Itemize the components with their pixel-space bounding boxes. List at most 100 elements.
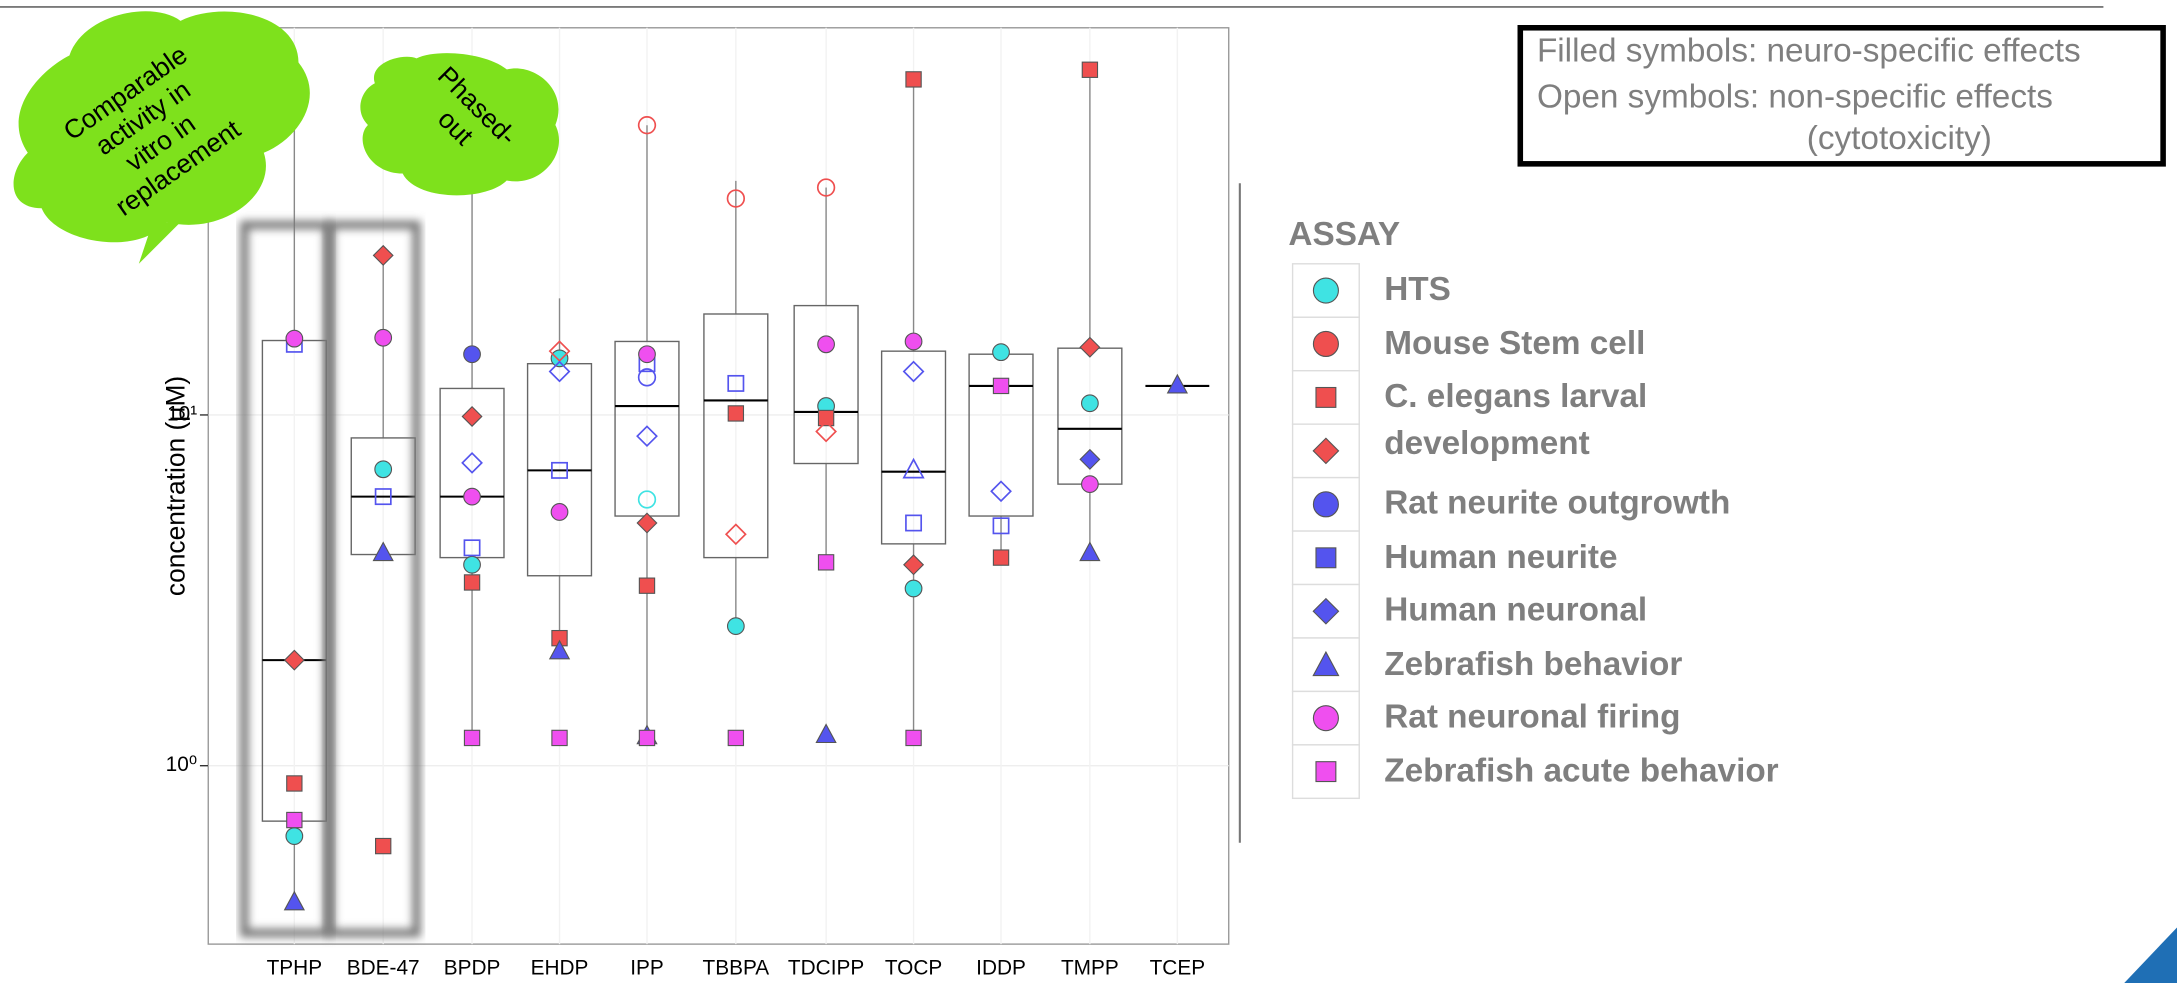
- data-point: [816, 178, 836, 197]
- data-point: [992, 549, 1010, 566]
- data-point: [463, 487, 481, 506]
- x-tick-label: TCEP: [1150, 957, 1206, 980]
- legend-symbol: [1312, 437, 1340, 465]
- data-point: [904, 332, 923, 351]
- data-point: [550, 349, 569, 368]
- data-point: [817, 554, 835, 571]
- data-point: [548, 639, 571, 660]
- data-point: [283, 890, 305, 911]
- y-axis-label: concentration (μM): [161, 376, 191, 596]
- data-point: [815, 420, 837, 443]
- data-point: [286, 775, 303, 792]
- legend-entry: C. elegans larval development: [1384, 377, 1648, 463]
- data-point: [902, 457, 925, 479]
- data-point: [990, 480, 1012, 503]
- data-point: [727, 729, 745, 747]
- legend-symbol: [1312, 705, 1339, 732]
- x-tick-label: IDDP: [976, 957, 1026, 980]
- legend-title: ASSAY: [1288, 216, 1400, 253]
- data-point: [374, 328, 393, 347]
- data-point: [726, 617, 745, 636]
- note: Filled symbols: neuro-specific effects: [1537, 33, 2081, 70]
- data-point: [463, 539, 481, 557]
- data-point: [372, 244, 394, 266]
- data-point: [815, 723, 837, 744]
- data-point: [463, 729, 481, 747]
- legend-symbol: [1315, 547, 1337, 569]
- data-point: [638, 729, 656, 747]
- data-point: [461, 451, 483, 474]
- data-point: [817, 335, 835, 354]
- data-point: [638, 577, 656, 594]
- notes-box: [1517, 25, 2166, 167]
- data-point: [1081, 61, 1099, 78]
- box: [793, 304, 859, 465]
- legend-symbol: [1315, 386, 1337, 408]
- data-point: [461, 405, 483, 427]
- legend-entry: HTS: [1384, 271, 1451, 308]
- data-point: [992, 343, 1010, 362]
- data-point: [992, 377, 1010, 395]
- x-tick-label: TOCP: [885, 957, 942, 980]
- legend-entry: Zebrafish behavior: [1384, 645, 1682, 682]
- x-tick-label: TDCIPP: [788, 957, 864, 980]
- data-point: [636, 425, 658, 448]
- data-point: [286, 811, 303, 829]
- y-tick-label: 10¹: [167, 402, 197, 425]
- data-point: [726, 189, 746, 208]
- data-point: [548, 360, 571, 383]
- data-point: [550, 503, 569, 521]
- legend-label: Zebrafish acute behavior: [1384, 751, 1779, 790]
- data-point: [637, 116, 657, 135]
- legend-symbol: [1315, 761, 1337, 783]
- data-point: [283, 649, 305, 671]
- data-point: [372, 541, 394, 562]
- data-point: [1081, 475, 1099, 494]
- x-tick-label: TBBPA: [702, 957, 769, 980]
- data-point: [285, 329, 304, 348]
- note: Open symbols: non-specific effects: [1537, 78, 2053, 115]
- cloud: [360, 53, 560, 196]
- data-point: [463, 574, 481, 591]
- legend-label: C. elegans larval development: [1384, 377, 1648, 463]
- legend-symbol: [1312, 597, 1340, 625]
- data-point: [375, 837, 392, 855]
- cloud: [13, 11, 310, 264]
- data-point: [285, 827, 304, 845]
- data-point: [904, 579, 923, 598]
- box: [880, 350, 947, 545]
- x-tick-label: TMPP: [1061, 957, 1119, 980]
- data-point: [905, 71, 922, 88]
- x-tick-label: BDE-47: [347, 957, 420, 980]
- data-point: [637, 368, 657, 387]
- plot-frame: [207, 27, 1230, 945]
- legend-entry: Zebrafish acute behavior: [1384, 751, 1779, 790]
- data-point: [727, 405, 745, 422]
- data-point: [551, 461, 568, 479]
- legend-label: Mouse Stem cell: [1384, 324, 1646, 362]
- corner-decoration: [2124, 927, 2177, 983]
- data-point: [905, 514, 923, 532]
- legend-entry: Human neurite: [1384, 538, 1617, 575]
- data-point: [638, 345, 656, 364]
- legend-label: Rat neuronal firing: [1384, 698, 1681, 736]
- highlight-box: [326, 220, 421, 938]
- legend-symbol: [1312, 650, 1340, 677]
- data-point: [902, 360, 925, 383]
- data-point: [551, 729, 568, 747]
- legend-label: Rat neurite outgrowth: [1384, 484, 1731, 523]
- legend-symbol: [1312, 491, 1339, 518]
- y-tick-label: 10⁰: [166, 753, 198, 776]
- x-tick-label: TPHP: [267, 957, 323, 980]
- data-point: [727, 374, 745, 392]
- legend-entry: Rat neuronal firing: [1384, 698, 1681, 736]
- legend-entry: Mouse Stem cell: [1384, 324, 1646, 362]
- box: [703, 313, 769, 559]
- data-point: [1079, 448, 1101, 470]
- data-point: [374, 488, 392, 506]
- data-point: [817, 409, 835, 427]
- legend-entry: Human neuronal: [1384, 591, 1647, 628]
- data-point: [1081, 394, 1099, 413]
